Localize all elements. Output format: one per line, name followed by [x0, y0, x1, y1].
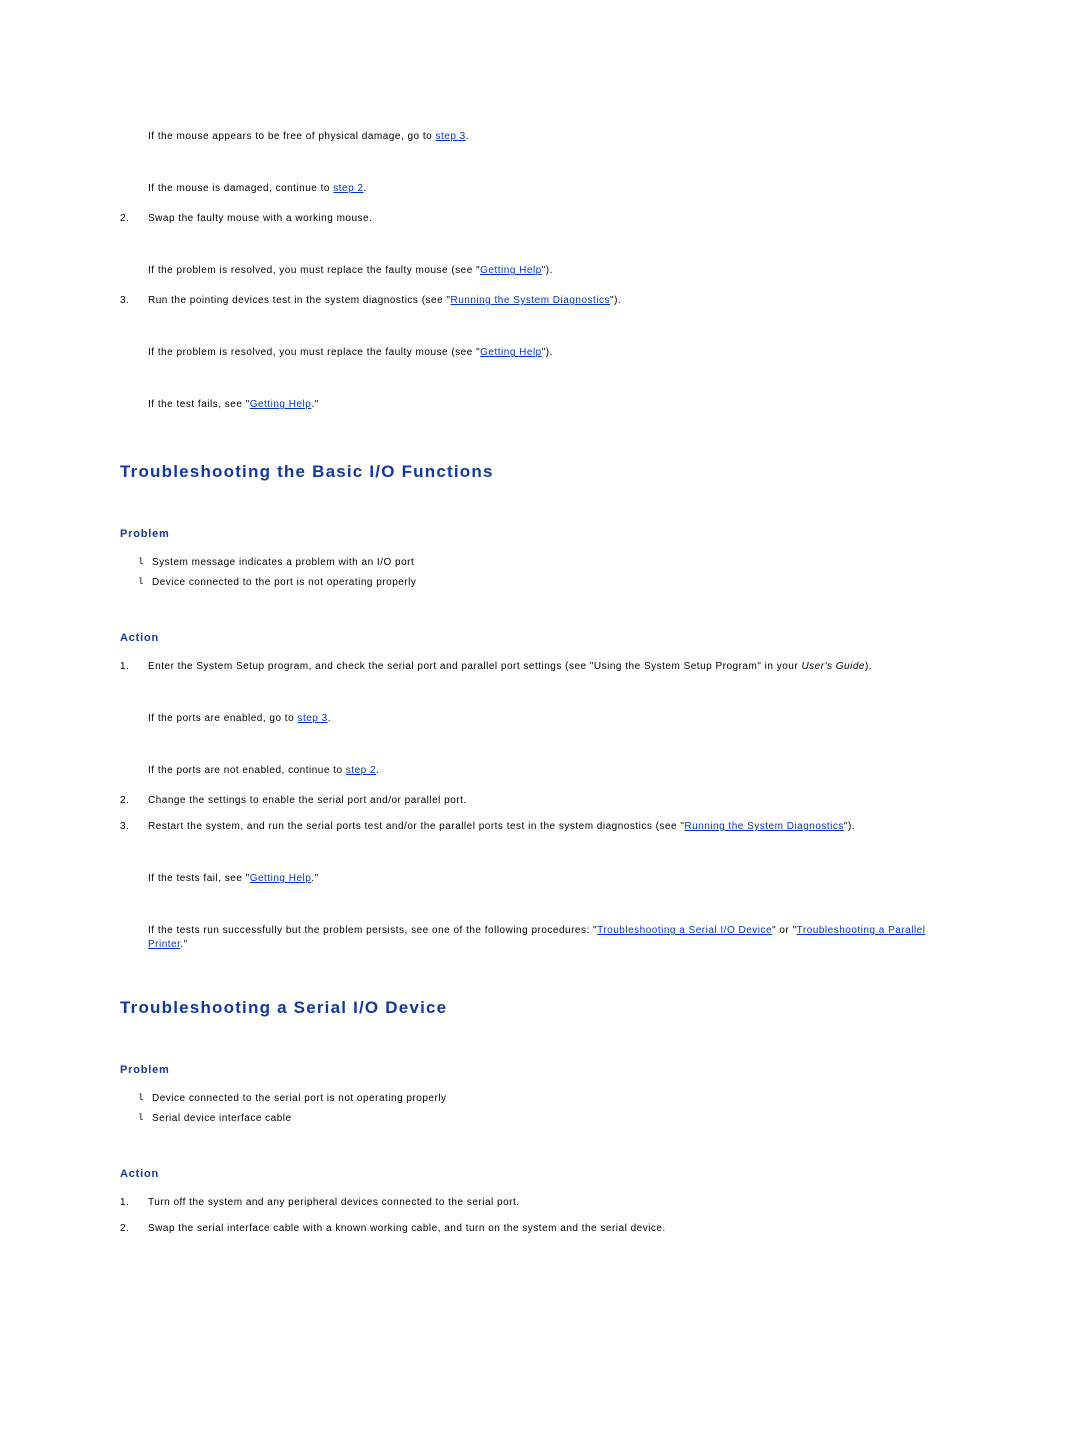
- problem-text: System message indicates a problem with …: [152, 556, 414, 570]
- problem-item: l System message indicates a problem wit…: [138, 556, 960, 570]
- text: .: [376, 765, 379, 776]
- sec1-step3-sub2: If the tests run successfully but the pr…: [148, 924, 960, 952]
- problem-text: Serial device interface cable: [152, 1112, 292, 1126]
- problem-item: l Device connected to the serial port is…: [138, 1092, 960, 1106]
- text: .: [328, 713, 331, 724]
- bullet-marker: l: [138, 576, 152, 590]
- subheading-problem: Problem: [120, 528, 960, 540]
- subheading-problem: Problem: [120, 1064, 960, 1076]
- link-step-2[interactable]: step 2: [333, 183, 363, 194]
- text: .: [466, 131, 469, 142]
- text: If the problem is resolved, you must rep…: [148, 347, 480, 358]
- text: Restart the system, and run the serial p…: [148, 821, 684, 832]
- sec1-step3-sub1: If the tests fail, see "Getting Help.": [148, 872, 960, 886]
- text: Enter the System Setup program, and chec…: [148, 661, 801, 672]
- sec2-step-1: 1. Turn off the system and any periphera…: [120, 1196, 960, 1210]
- heading-serial-io: Troubleshooting a Serial I/O Device: [120, 998, 960, 1018]
- step-text: Swap the faulty mouse with a working mou…: [148, 212, 960, 226]
- text: ").: [610, 295, 621, 306]
- step-text: Run the pointing devices test in the sys…: [148, 294, 960, 308]
- top-step-2: 2. Swap the faulty mouse with a working …: [120, 212, 960, 226]
- problem-text: Device connected to the serial port is n…: [152, 1092, 447, 1106]
- top-note-1: If the mouse appears to be free of physi…: [148, 130, 960, 144]
- link-troubleshoot-serial-io[interactable]: Troubleshooting a Serial I/O Device: [597, 925, 772, 936]
- text: .": [311, 873, 318, 884]
- step-number: 2.: [120, 794, 148, 808]
- text: ).: [865, 661, 872, 672]
- link-step-3[interactable]: step 3: [297, 713, 327, 724]
- link-getting-help[interactable]: Getting Help: [250, 873, 312, 884]
- text: ").: [844, 821, 855, 832]
- link-running-diagnostics[interactable]: Running the System Diagnostics: [684, 821, 844, 832]
- step-number: 2.: [120, 212, 148, 226]
- step-text: Enter the System Setup program, and chec…: [148, 660, 960, 674]
- text: If the tests fail, see ": [148, 873, 250, 884]
- text: .": [311, 399, 318, 410]
- sec1-step-3: 3. Restart the system, and run the seria…: [120, 820, 960, 834]
- text: ").: [542, 347, 553, 358]
- text: ").: [542, 265, 553, 276]
- sec1-step1-sub1: If the ports are enabled, go to step 3.: [148, 712, 960, 726]
- top-step-3-sub1: If the problem is resolved, you must rep…: [148, 346, 960, 360]
- problem-item: l Serial device interface cable: [138, 1112, 960, 1126]
- top-step-3-sub2: If the test fails, see "Getting Help.": [148, 398, 960, 412]
- problem-text: Device connected to the port is not oper…: [152, 576, 416, 590]
- link-getting-help[interactable]: Getting Help: [250, 399, 312, 410]
- bullet-marker: l: [138, 1112, 152, 1126]
- link-getting-help[interactable]: Getting Help: [480, 265, 542, 276]
- text: If the ports are enabled, go to: [148, 713, 297, 724]
- text: If the test fails, see ": [148, 399, 250, 410]
- top-step-3: 3. Run the pointing devices test in the …: [120, 294, 960, 308]
- bullet-marker: l: [138, 1092, 152, 1106]
- text: " or ": [772, 925, 797, 936]
- step-text: Swap the serial interface cable with a k…: [148, 1222, 960, 1236]
- link-step-3[interactable]: step 3: [436, 131, 466, 142]
- text: If the mouse is damaged, continue to: [148, 183, 333, 194]
- link-step-2[interactable]: step 2: [346, 765, 376, 776]
- heading-basic-io: Troubleshooting the Basic I/O Functions: [120, 462, 960, 482]
- bullet-marker: l: [138, 556, 152, 570]
- top-step-2-sub: If the problem is resolved, you must rep…: [148, 264, 960, 278]
- text: .: [364, 183, 367, 194]
- sec1-step-1: 1. Enter the System Setup program, and c…: [120, 660, 960, 674]
- link-getting-help[interactable]: Getting Help: [480, 347, 542, 358]
- sec1-step1-sub2: If the ports are not enabled, continue t…: [148, 764, 960, 778]
- text: If the mouse appears to be free of physi…: [148, 131, 436, 142]
- text: If the tests run successfully but the pr…: [148, 925, 597, 936]
- step-text: Restart the system, and run the serial p…: [148, 820, 960, 834]
- step-number: 2.: [120, 1222, 148, 1236]
- link-running-diagnostics[interactable]: Running the System Diagnostics: [450, 295, 610, 306]
- step-number: 1.: [120, 660, 148, 674]
- sec2-step-2: 2. Swap the serial interface cable with …: [120, 1222, 960, 1236]
- subheading-action: Action: [120, 632, 960, 644]
- text: If the ports are not enabled, continue t…: [148, 765, 346, 776]
- text: Run the pointing devices test in the sys…: [148, 295, 450, 306]
- sec1-step-2: 2. Change the settings to enable the ser…: [120, 794, 960, 808]
- step-number: 3.: [120, 820, 148, 834]
- text: If the problem is resolved, you must rep…: [148, 265, 480, 276]
- step-text: Change the settings to enable the serial…: [148, 794, 960, 808]
- emphasis-users-guide: User's Guide: [801, 661, 865, 672]
- problem-item: l Device connected to the port is not op…: [138, 576, 960, 590]
- subheading-action: Action: [120, 1168, 960, 1180]
- step-number: 1.: [120, 1196, 148, 1210]
- step-text: Turn off the system and any peripheral d…: [148, 1196, 960, 1210]
- top-note-2: If the mouse is damaged, continue to ste…: [148, 182, 960, 196]
- step-number: 3.: [120, 294, 148, 308]
- text: .": [180, 939, 187, 950]
